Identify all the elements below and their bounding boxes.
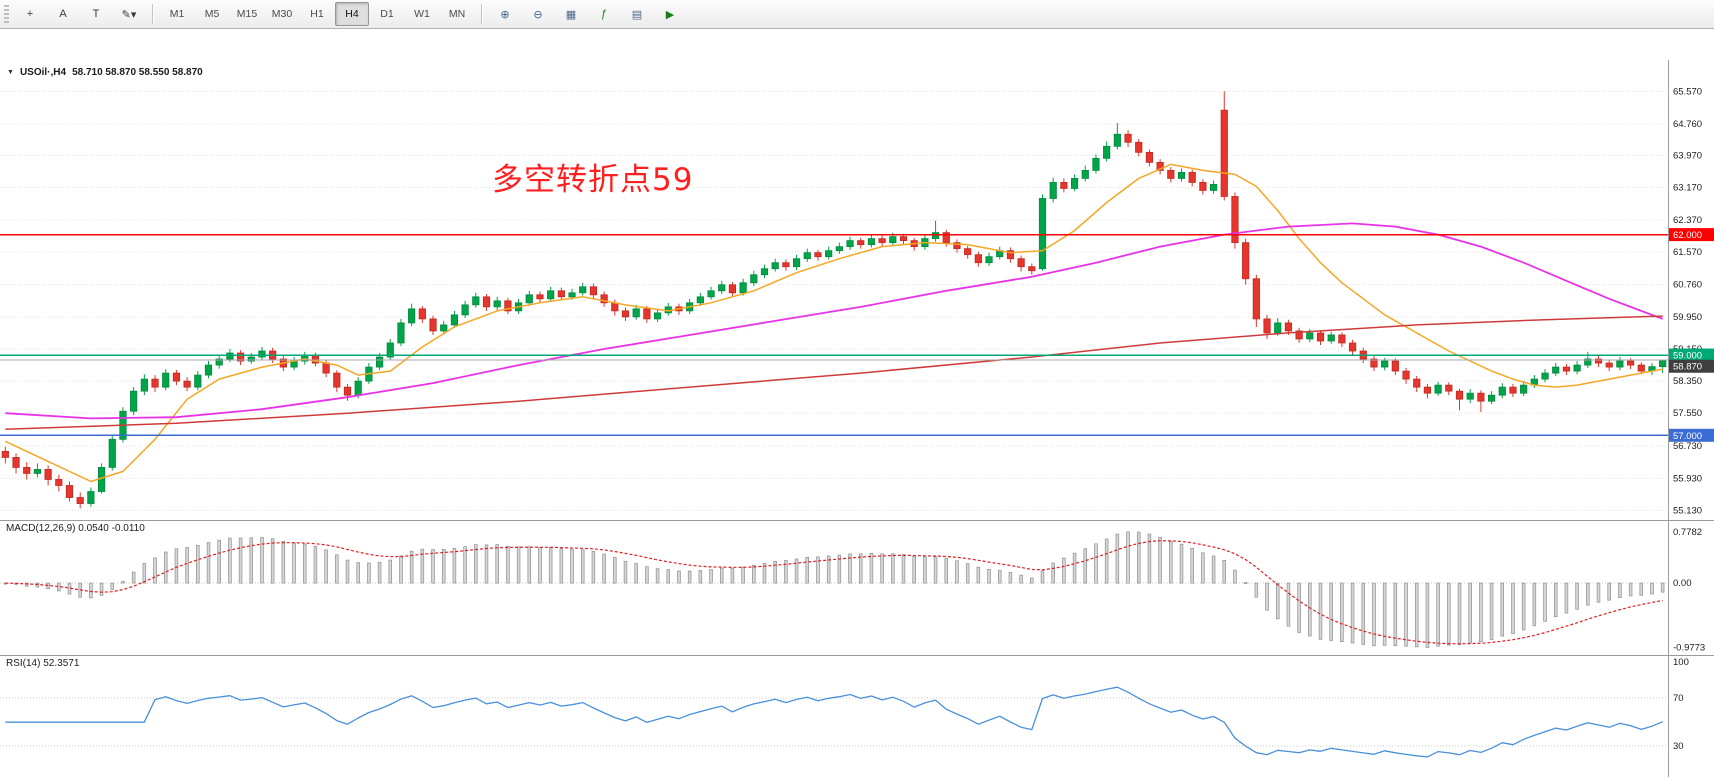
timeframe-m30-button[interactable]: M30 [271,8,293,20]
templates-tool-icon[interactable]: ▤ [631,8,643,21]
ma-fast-orange-line[interactable] [4,163,1663,483]
macd-signal-line [5,540,1663,645]
chart-window: 65.570 64.760 63.970 63.170 62.370 61.570 60.7… [0,30,1714,777]
price-tag [1669,359,1714,373]
price-tick-label: 63.970 [1673,151,1702,162]
price-tag-label: 57.000 [1673,431,1702,442]
price-tick-label: 56.730 [1673,441,1702,452]
timeframe-h4-button[interactable]: H4 [335,2,369,26]
ma-mid-magenta-line[interactable] [5,222,1664,420]
line-studies-toolbar: + A T ✎▾ [14,2,145,26]
price-chart-canvas[interactable]: 65.570 64.760 63.970 63.170 62.370 61.570 60.7… [0,60,1714,520]
macd-tick-label: -0.9773 [1673,642,1705,653]
tile-windows-tool-icon[interactable]: ▦ [565,8,577,21]
macd-tick-label: 0.00 [1673,578,1692,589]
macd-histogram [3,531,1665,648]
timeframe-m15-button[interactable]: M15 [236,8,258,20]
text-label-tool-icon[interactable]: T [92,8,100,20]
zoom-in-tool-icon[interactable]: ⊕ [500,8,510,21]
macd-label: MACD(12,26,9) 0.0540 -0.0110 [6,523,145,534]
ma-slow-red-line[interactable] [5,315,1663,431]
timeframes-toolbar: M1 M5 M15 M30 H1 H4 D1 W1 MN [160,2,474,26]
price-tick-label: 58.350 [1673,376,1702,387]
price-tick-label: 55.130 [1673,505,1702,516]
timeframe-w1-button[interactable]: W1 [414,8,430,20]
price-tick-label: 62.370 [1673,215,1702,226]
text-tool-icon[interactable]: A [59,8,67,20]
indicators-tool-icon[interactable]: ƒ [600,8,608,20]
rsi-label: RSI(14) 52.3571 [6,658,80,669]
price-tag-label: 58.870 [1673,362,1702,373]
timeframe-mn-button[interactable]: MN [448,8,466,20]
rsi-canvas[interactable]: 10070300 [0,655,1714,777]
macd-tick-label: 0.7782 [1673,527,1702,538]
price-tick-label: 63.170 [1673,183,1702,194]
autoplay-tool-icon[interactable]: ▶ [665,8,675,21]
crosshair-tool-icon[interactable]: + [26,8,34,20]
rsi-tick-label: 30 [1673,741,1684,752]
timeframe-h1-button[interactable]: H1 [310,8,324,20]
toolbar-separator [481,4,482,24]
price-tag [1669,428,1714,442]
price-tag-label: 62.000 [1673,230,1702,241]
price-tick-label: 64.760 [1673,119,1702,130]
price-tick-label: 60.760 [1673,279,1702,290]
zoom-out-tool-icon[interactable]: ⊖ [533,8,543,21]
symbol-period-label: USOil·,H4 [19,67,67,78]
price-tick-label: 61.570 [1673,247,1702,258]
timeframe-m1-button[interactable]: M1 [169,8,185,20]
ohlc-values: 58.710 58.870 58.550 58.870 [72,67,203,78]
price-tick-label: 57.550 [1673,408,1702,419]
rsi-line [5,686,1663,758]
price-tag [1669,348,1714,362]
price-tag [1669,228,1714,242]
chart-tools-toolbar: ⊕ ⊖ ▦ ƒ ▤ ▶ [489,2,686,26]
price-tick-label: 59.950 [1673,312,1702,323]
price-tag-label: 59.000 [1673,351,1702,362]
toolbar-separator [152,4,153,24]
rsi-tick-label: 70 [1673,693,1684,704]
rsi-tick-label: 100 [1673,657,1689,668]
toolbar-drag-handle[interactable] [4,5,9,23]
timeframe-d1-button[interactable]: D1 [380,8,394,20]
chart-annotation-text[interactable]: 多空转折点59 [492,162,694,198]
chart-marker-icon: ▼ [7,69,14,76]
macd-canvas[interactable]: 0.7782 0.00 -0.9773 [0,520,1714,655]
toolbar: + A T ✎▾ M1 M5 M15 M30 H1 H4 D1 W1 MN ⊕ ⊖ ▦ ƒ ▤ ▶ [0,0,1714,29]
chart-title: ▼ USOil·,H4 58.710 58.870 58.550 58.870 [7,67,203,78]
draw-tools-dropdown-icon[interactable]: ✎▾ [121,8,137,21]
price-tick-label: 55.930 [1673,473,1702,484]
price-tick-label: 65.570 [1673,86,1702,97]
timeframe-m5-button[interactable]: M5 [204,8,220,20]
candlestick-series[interactable] [1,91,1667,509]
